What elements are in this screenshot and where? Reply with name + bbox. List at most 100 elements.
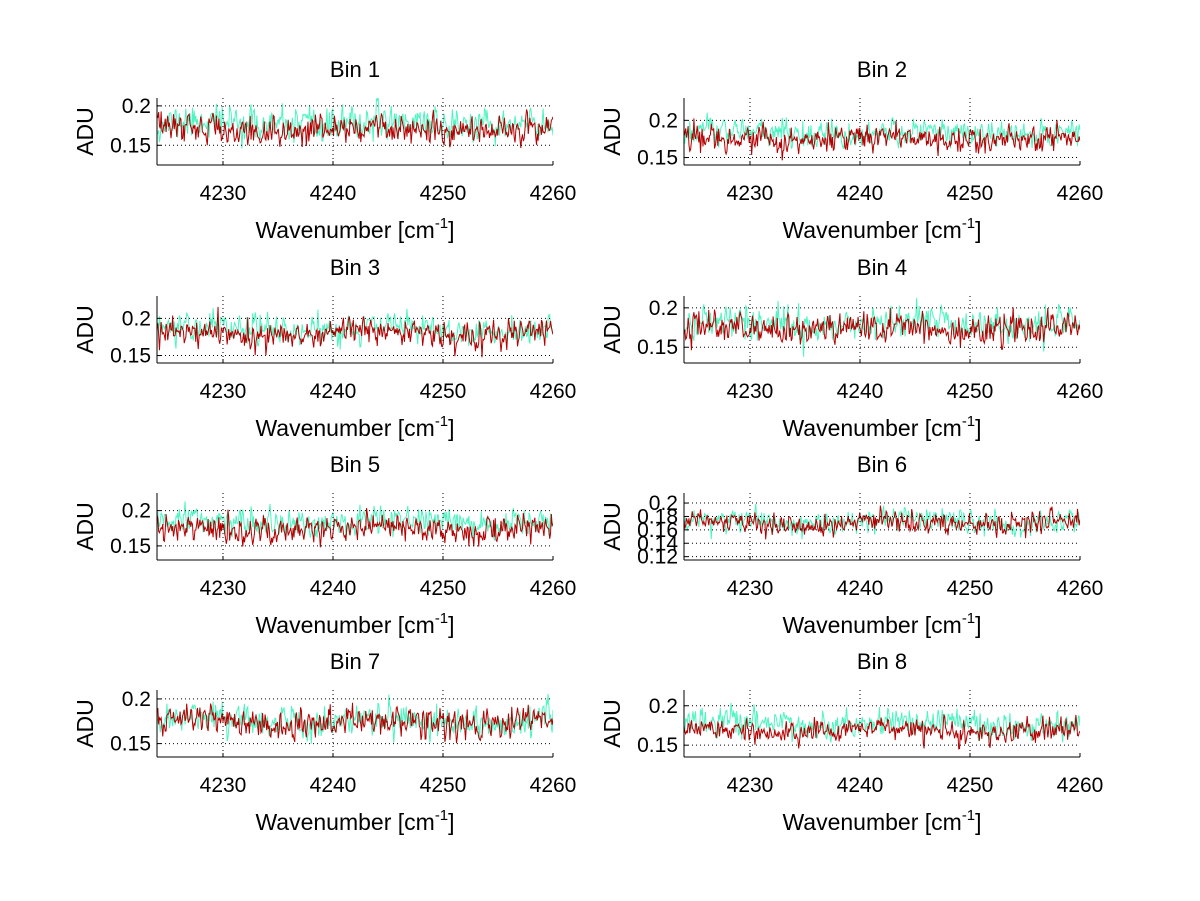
- y-tick-label: 0.15: [637, 336, 678, 359]
- y-axis-label: ADU: [72, 107, 98, 156]
- y-tick-label: 0.16: [637, 519, 678, 542]
- x-tick-label: 4260: [530, 182, 577, 205]
- x-tick-label: 4240: [837, 774, 884, 797]
- y-axis-label: ADU: [72, 699, 98, 748]
- y-tick-label: 0.2: [649, 297, 678, 320]
- x-axis-label: Wavenumber [cm-1]: [255, 610, 454, 638]
- y-axis-label: ADU: [599, 699, 625, 748]
- x-tick-label: 4260: [530, 380, 577, 403]
- y-axis-label: ADU: [599, 502, 625, 551]
- y-axis-label: ADU: [72, 305, 98, 354]
- x-axis-label-end: ]: [448, 217, 454, 243]
- x-axis-label-text: Wavenumber [cm: [255, 217, 434, 243]
- y-tick-label: 0.18: [637, 505, 678, 528]
- subplot-bin-1: 4230 4240 4250 4260 0.15 0.2 Bin 1 Wavenumber […: [72, 57, 576, 243]
- x-tick-label: 4250: [420, 182, 467, 205]
- x-axis-label-superscript: -1: [435, 807, 448, 824]
- x-axis-label-end: ]: [448, 809, 454, 835]
- x-tick-label: 4260: [1057, 577, 1104, 600]
- series-red-line: [157, 508, 553, 548]
- x-axis-label-text: Wavenumber [cm: [782, 809, 961, 835]
- x-axis-label: Wavenumber [cm-1]: [782, 215, 981, 243]
- x-axis-label-superscript: -1: [962, 215, 975, 232]
- y-tick-label: 0.15: [110, 134, 151, 157]
- x-axis-label-text: Wavenumber [cm: [782, 217, 961, 243]
- subplot-title: Bin 2: [857, 57, 907, 82]
- x-axis-label-superscript: -1: [962, 807, 975, 824]
- x-axis-label: Wavenumber [cm-1]: [782, 413, 981, 441]
- x-tick-label: 4260: [1057, 380, 1104, 403]
- y-tick-label: 0.2: [122, 688, 151, 711]
- x-tick-label: 4250: [947, 774, 994, 797]
- y-axis-label: ADU: [599, 305, 625, 354]
- y-tick-label: 0.14: [637, 532, 678, 555]
- subplot-bin-2: 4230 4240 4250 4260 0.15 0.2 Bin 2 Wavenumber […: [599, 57, 1103, 243]
- x-tick-label: 4230: [200, 577, 247, 600]
- x-tick-label: 4250: [420, 577, 467, 600]
- x-tick-label: 4260: [530, 577, 577, 600]
- x-axis-label: Wavenumber [cm-1]: [782, 807, 981, 835]
- x-axis-label: Wavenumber [cm-1]: [255, 807, 454, 835]
- x-axis-label-superscript: -1: [962, 413, 975, 430]
- x-axis-label: Wavenumber [cm-1]: [782, 610, 981, 638]
- y-tick-label: 0.15: [110, 345, 151, 368]
- x-axis-label-superscript: -1: [435, 413, 448, 430]
- subplot-title: Bin 6: [857, 452, 907, 477]
- series-red-line: [684, 505, 1080, 540]
- y-tick-label: 0.15: [110, 733, 151, 756]
- subplot-bin-6: 4230 4240 4250 4260 0.120.140.160.180.2 Bin 6…: [599, 452, 1103, 638]
- subplot-bin-7: 4230 4240 4250 4260 0.15 0.2 Bin 7 Wavenumber […: [72, 649, 576, 835]
- x-axis-label-superscript: -1: [435, 610, 448, 627]
- x-axis-label-text: Wavenumber [cm: [782, 415, 961, 441]
- x-tick-label: 4260: [1057, 182, 1104, 205]
- y-tick-label: 0.2: [649, 109, 678, 132]
- y-tick-label: 0.15: [637, 147, 678, 170]
- x-axis-label: Wavenumber [cm-1]: [255, 413, 454, 441]
- subplot-title: Bin 3: [330, 255, 380, 280]
- y-tick-label: 0.2: [122, 500, 151, 523]
- x-axis-label-text: Wavenumber [cm: [782, 612, 961, 638]
- x-axis-label-end: ]: [975, 612, 981, 638]
- x-axis-label-end: ]: [448, 612, 454, 638]
- y-tick-label: 0.2: [649, 695, 678, 718]
- series-cyan-line: [157, 98, 553, 149]
- x-axis-label-text: Wavenumber [cm: [255, 612, 434, 638]
- subplot-title: Bin 8: [857, 649, 907, 674]
- subplot-bin-4: 4230 4240 4250 4260 0.15 0.2 Bin 4 Wavenumber […: [599, 255, 1103, 441]
- x-tick-label: 4230: [200, 774, 247, 797]
- x-tick-label: 4250: [947, 380, 994, 403]
- x-tick-label: 4250: [420, 380, 467, 403]
- y-tick-label: 0.15: [110, 535, 151, 558]
- x-tick-label: 4240: [310, 577, 357, 600]
- x-axis-label-end: ]: [975, 809, 981, 835]
- x-axis-label: Wavenumber [cm-1]: [255, 215, 454, 243]
- x-axis-label-end: ]: [975, 217, 981, 243]
- y-axis-label: ADU: [72, 502, 98, 551]
- x-tick-label: 4260: [1057, 774, 1104, 797]
- x-tick-label: 4240: [837, 380, 884, 403]
- y-tick-label: 0.12: [637, 546, 678, 569]
- subplot-title: Bin 1: [330, 57, 380, 82]
- subplot-title: Bin 7: [330, 649, 380, 674]
- x-axis-label-end: ]: [448, 415, 454, 441]
- x-axis-label-text: Wavenumber [cm: [255, 809, 434, 835]
- y-tick-label: 0.2: [649, 492, 678, 515]
- x-tick-label: 4240: [310, 774, 357, 797]
- subplot-title: Bin 5: [330, 452, 380, 477]
- x-axis-label-text: Wavenumber [cm: [255, 415, 434, 441]
- y-tick-label: 0.15: [637, 734, 678, 757]
- x-tick-label: 4230: [727, 380, 774, 403]
- x-tick-label: 4240: [310, 182, 357, 205]
- x-tick-label: 4230: [727, 182, 774, 205]
- x-tick-label: 4240: [837, 577, 884, 600]
- x-axis-label-superscript: -1: [435, 215, 448, 232]
- x-axis-label-end: ]: [975, 415, 981, 441]
- subplot-title: Bin 4: [857, 255, 907, 280]
- series-red-line: [157, 702, 553, 744]
- subplot-bin-8: 4230 4240 4250 4260 0.15 0.2 Bin 8 Wavenumber […: [599, 649, 1103, 835]
- x-tick-label: 4230: [727, 774, 774, 797]
- x-tick-label: 4260: [530, 774, 577, 797]
- y-tick-label: 0.2: [122, 95, 151, 118]
- subplot-bin-5: 4230 4240 4250 4260 0.15 0.2 Bin 5 Wavenumber […: [72, 452, 576, 638]
